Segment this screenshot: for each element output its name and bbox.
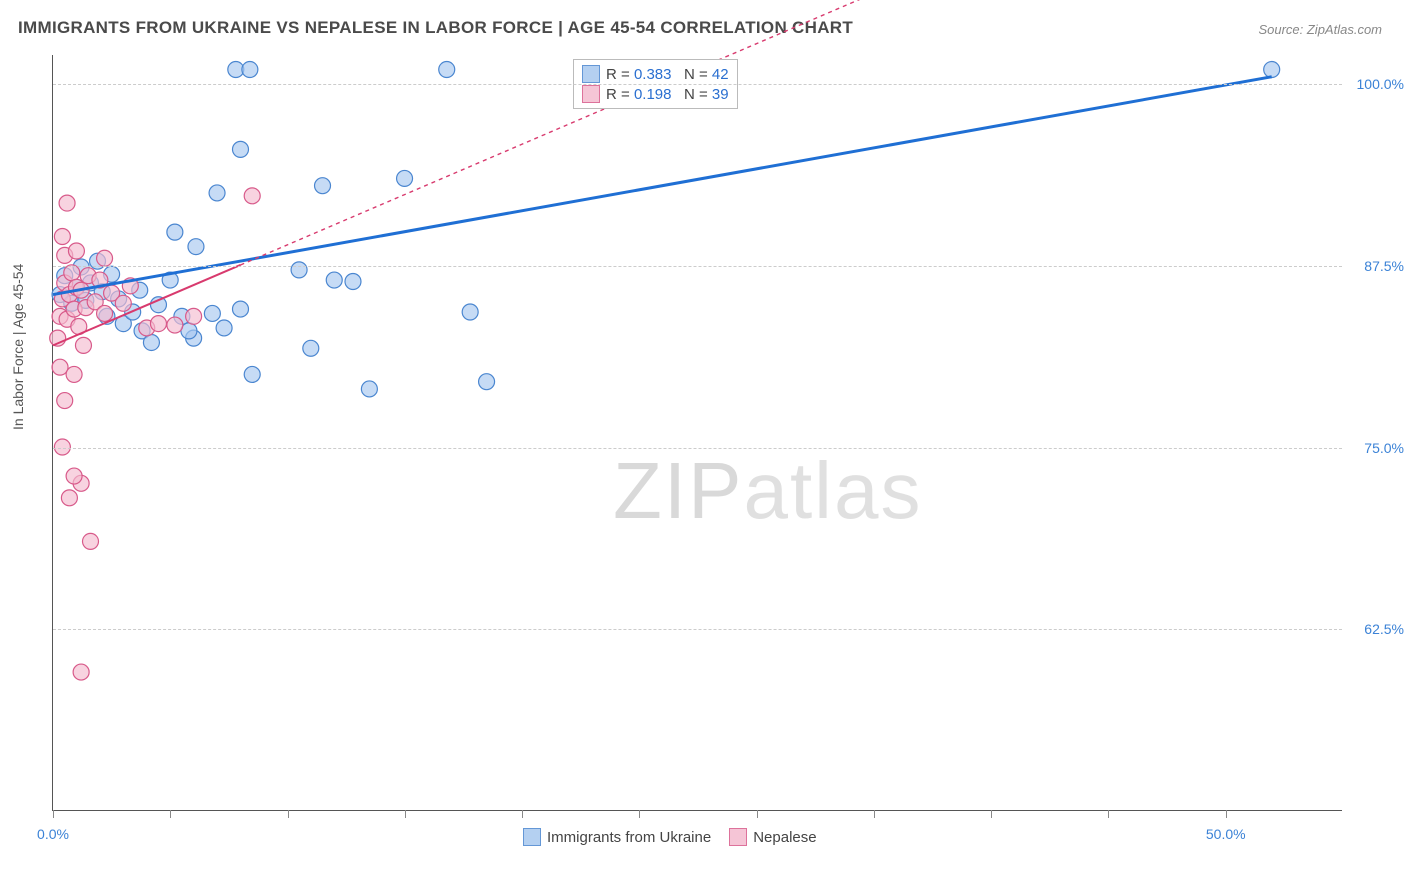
gridline-h	[53, 629, 1342, 630]
legend-bottom-label-nepalese: Nepalese	[753, 829, 816, 846]
data-point-nepalese	[66, 468, 82, 484]
x-tick	[170, 810, 171, 818]
legend-stats-ukraine: R = 0.383 N = 42	[606, 66, 729, 83]
data-point-nepalese	[244, 188, 260, 204]
data-point-ukraine	[167, 224, 183, 240]
x-tick	[757, 810, 758, 818]
legend-bottom-label-ukraine: Immigrants from Ukraine	[547, 829, 711, 846]
legend-bottom-swatch-ukraine	[523, 828, 541, 846]
x-tick	[522, 810, 523, 818]
data-point-nepalese	[167, 317, 183, 333]
chart-container: IMMIGRANTS FROM UKRAINE VS NEPALESE IN L…	[0, 0, 1406, 892]
data-point-nepalese	[97, 250, 113, 266]
y-axis-label: In Labor Force | Age 45-54	[10, 264, 26, 430]
gridline-h	[53, 84, 1342, 85]
x-tick-label: 0.0%	[37, 826, 69, 842]
plot-svg	[53, 55, 1342, 810]
data-point-nepalese	[97, 305, 113, 321]
x-tick	[53, 810, 54, 818]
x-tick-label: 50.0%	[1206, 826, 1246, 842]
data-point-ukraine	[315, 178, 331, 194]
y-tick-label: 62.5%	[1364, 621, 1404, 637]
data-point-ukraine	[439, 62, 455, 78]
y-tick-label: 87.5%	[1364, 258, 1404, 274]
x-tick	[288, 810, 289, 818]
legend-bottom-swatch-nepalese	[729, 828, 747, 846]
data-point-nepalese	[54, 229, 70, 245]
legend-bottom-item-ukraine: Immigrants from Ukraine	[523, 828, 711, 846]
data-point-nepalese	[59, 195, 75, 211]
data-point-nepalese	[64, 265, 80, 281]
legend-swatch-ukraine	[582, 65, 600, 83]
data-point-nepalese	[73, 664, 89, 680]
x-tick	[405, 810, 406, 818]
legend-stats-nepalese: R = 0.198 N = 39	[606, 86, 729, 103]
trend-line-extrap-nepalese	[240, 0, 1271, 265]
data-point-ukraine	[479, 374, 495, 390]
data-point-ukraine	[216, 320, 232, 336]
legend-row-ukraine: R = 0.383 N = 42	[582, 64, 729, 84]
data-point-nepalese	[186, 308, 202, 324]
source-attribution: Source: ZipAtlas.com	[1258, 22, 1382, 37]
data-point-ukraine	[345, 274, 361, 290]
data-point-ukraine	[326, 272, 342, 288]
plot-area: ZIPatlas R = 0.383 N = 42 R = 0.198 N = …	[52, 55, 1342, 811]
data-point-ukraine	[209, 185, 225, 201]
data-point-ukraine	[244, 366, 260, 382]
x-tick	[1108, 810, 1109, 818]
legend-bottom-item-nepalese: Nepalese	[729, 828, 816, 846]
legend-row-nepalese: R = 0.198 N = 39	[582, 84, 729, 104]
data-point-ukraine	[232, 301, 248, 317]
data-point-nepalese	[52, 359, 68, 375]
data-point-ukraine	[303, 340, 319, 356]
data-point-nepalese	[66, 366, 82, 382]
data-point-ukraine	[397, 170, 413, 186]
data-point-ukraine	[232, 141, 248, 157]
x-tick	[639, 810, 640, 818]
x-tick	[991, 810, 992, 818]
y-tick-label: 75.0%	[1364, 440, 1404, 456]
legend-swatch-nepalese	[582, 85, 600, 103]
x-tick	[1226, 810, 1227, 818]
x-tick	[874, 810, 875, 818]
data-point-nepalese	[61, 490, 77, 506]
data-point-ukraine	[291, 262, 307, 278]
gridline-h	[53, 266, 1342, 267]
data-point-ukraine	[462, 304, 478, 320]
data-point-nepalese	[68, 243, 84, 259]
data-point-ukraine	[242, 62, 258, 78]
data-point-nepalese	[83, 533, 99, 549]
y-tick-label: 100.0%	[1357, 76, 1404, 92]
data-point-ukraine	[1264, 62, 1280, 78]
data-point-ukraine	[361, 381, 377, 397]
data-point-nepalese	[57, 393, 73, 409]
data-point-nepalese	[115, 295, 131, 311]
data-point-ukraine	[143, 334, 159, 350]
trend-line-ukraine	[53, 77, 1272, 295]
chart-title: IMMIGRANTS FROM UKRAINE VS NEPALESE IN L…	[18, 18, 853, 38]
series-legend: Immigrants from Ukraine Nepalese	[523, 828, 817, 846]
gridline-h	[53, 448, 1342, 449]
data-point-ukraine	[188, 239, 204, 255]
data-point-ukraine	[204, 305, 220, 321]
data-point-nepalese	[75, 337, 91, 353]
data-point-nepalese	[150, 316, 166, 332]
